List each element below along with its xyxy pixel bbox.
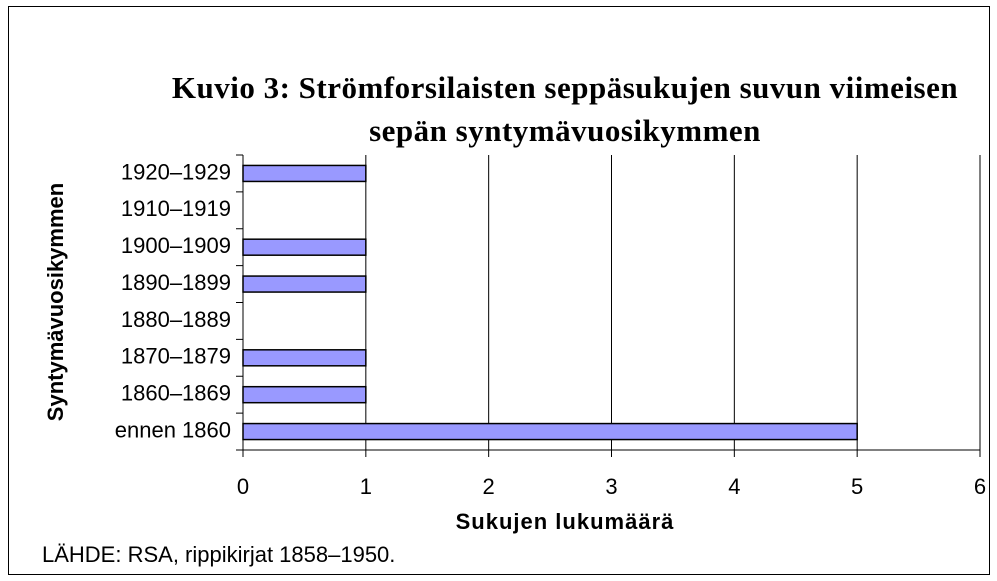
chart-frame bbox=[8, 6, 990, 575]
bar bbox=[242, 275, 367, 293]
x-tick-label: 3 bbox=[605, 474, 617, 499]
y-tick-label: 1920–1929 bbox=[121, 159, 231, 184]
x-tick-label: 2 bbox=[483, 474, 495, 499]
bar bbox=[242, 164, 367, 183]
bar bbox=[242, 385, 367, 404]
y-axis-label: Syntymävuosikymmen bbox=[43, 183, 68, 421]
y-tick-label: 1900–1909 bbox=[121, 233, 231, 258]
y-tick-label: ennen 1860 bbox=[115, 417, 231, 442]
y-tick-label: 1860–1869 bbox=[121, 381, 231, 406]
y-tick-label: 1890–1899 bbox=[121, 270, 231, 295]
y-tick-label: 1880–1889 bbox=[121, 307, 231, 332]
bar bbox=[242, 238, 367, 256]
y-tick-label: 1870–1879 bbox=[121, 344, 231, 369]
x-tick-label: 1 bbox=[360, 474, 372, 499]
bar bbox=[242, 349, 367, 367]
source-note: LÄHDE: RSA, rippikirjat 1858–1950. bbox=[42, 542, 395, 567]
x-tick-label: 4 bbox=[728, 474, 740, 499]
x-axis-label: Sukujen lukumäärä bbox=[456, 509, 675, 534]
x-tick-label: 6 bbox=[974, 474, 986, 499]
bar bbox=[242, 422, 858, 441]
y-tick-label: 1910–1919 bbox=[121, 196, 231, 221]
x-tick-label: 5 bbox=[851, 474, 863, 499]
x-tick-label: 0 bbox=[237, 474, 249, 499]
chart-title: Kuvio 3: Strömforsilaisten seppäsukujen … bbox=[171, 70, 959, 148]
